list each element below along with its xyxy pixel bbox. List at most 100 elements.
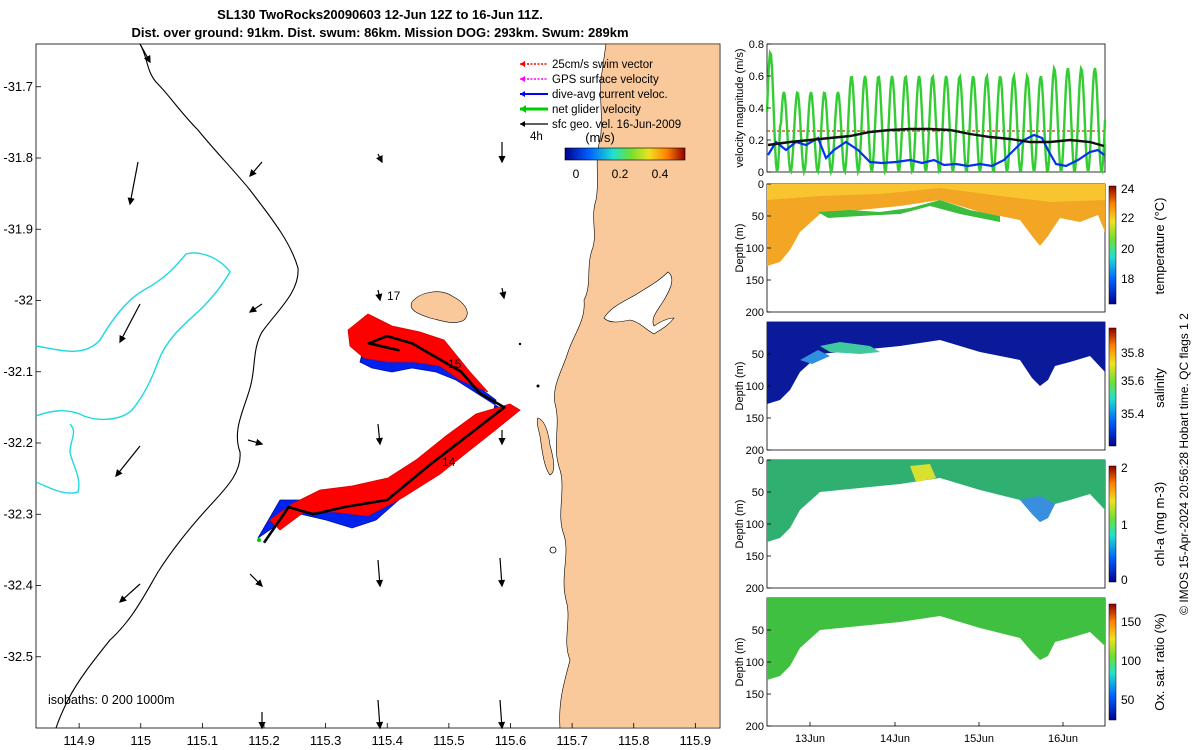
velocity-panel: 0 0.2 0.4 0.6 0.8 velocity magnitude (m/s) — [734, 39, 1107, 179]
map-x-tick-3: 115.2 — [248, 733, 280, 748]
map-y-ticks: -31.7 -31.8 -31.9 -32 -32.1 -32.2 -32.3 -32.4 -3… — [3, 79, 41, 664]
chla-y-tick-4: 200 — [746, 583, 764, 595]
velocity-y-tick-2: 0.4 — [749, 103, 764, 115]
temperature-y-tick-1: 50 — [752, 211, 764, 223]
oxygen-section — [767, 598, 1105, 680]
temperature-warm-band — [767, 184, 1105, 202]
sfc-arrow-9 — [115, 445, 141, 477]
oxygen-y-tick-2: 150 — [746, 689, 764, 701]
chla-blue-patch — [1020, 496, 1055, 522]
map-x-tick-9: 115.8 — [618, 733, 650, 748]
sal-cbar-35-4: 35.4 — [1121, 407, 1145, 421]
chla-y-tick-1: 50 — [752, 487, 764, 499]
sfc-arrow-5 — [119, 303, 141, 343]
chla-y-tick-0: 0 — [758, 455, 764, 467]
temperature-panel: 0 50 100 150 200 Depth (m) 18 20 22 24 tempe… — [734, 179, 1167, 319]
map-y-tick-3: -32 — [14, 293, 33, 308]
isobath-1000m-south — [36, 423, 80, 494]
sfc-velocity-arrows — [115, 43, 507, 730]
salinity-cbar-label: salinity — [1152, 368, 1167, 408]
colorbar-tick-2: 0.4 — [652, 167, 669, 181]
chla-y-ticks: 0 50 100 150 200 — [746, 455, 771, 595]
salinity-panel: 50 100 150 200 Depth (m) 35.4 35.6 35.8 sal… — [734, 321, 1167, 457]
sal-cbar-35-8: 35.8 — [1121, 346, 1145, 360]
velocity-y-ticks: 0 0.2 0.4 0.6 0.8 — [749, 39, 771, 179]
time-x-tick-3: 16Jun — [1048, 733, 1078, 745]
day-label-15: 15 — [448, 357, 462, 371]
map-y-tick-8: -32.5 — [3, 649, 33, 664]
legend-gps-velocity: GPS surface velocity — [552, 74, 659, 86]
oxygen-y-ticks: 50 100 150 200 — [746, 625, 771, 733]
ox-cbar-50: 50 — [1121, 693, 1135, 707]
salinity-y-tick-1: 100 — [746, 381, 764, 393]
chla-y-tick-2: 100 — [746, 519, 764, 531]
chla-y-tick-3: 150 — [746, 551, 764, 563]
map-y-tick-6: -32.3 — [3, 506, 33, 521]
temperature-y-tick-0: 0 — [758, 179, 764, 191]
net-glider-velocity-line — [765, 49, 1107, 177]
day-label-17: 17 — [387, 289, 401, 303]
island-rottnest — [410, 291, 468, 323]
map-y-tick-2: -31.9 — [3, 221, 33, 236]
chla-cbar-1: 1 — [1121, 518, 1128, 532]
map-x-tick-10: 115.9 — [680, 733, 712, 748]
map-y-tick-4: -32.1 — [3, 364, 33, 379]
dive-avg-current-line — [767, 133, 1105, 168]
temperature-y-tick-2: 100 — [746, 243, 764, 255]
isobaths-label: isobaths: 0 200 1000m — [48, 693, 174, 707]
map-y-tick-7: -32.4 — [3, 578, 33, 593]
time-x-tick-0: 13Jun — [795, 733, 825, 745]
time-x-tick-2: 15Jun — [964, 733, 994, 745]
legend-net-glider-velocity: net glider velocity — [552, 104, 641, 116]
ox-cbar-150: 150 — [1121, 615, 1141, 629]
map-x-tick-5: 115.4 — [371, 733, 403, 748]
salinity-green-patch — [820, 342, 880, 354]
colorbar-unit-label: (m/s) — [585, 130, 615, 145]
oxygen-panel: 50 100 150 200 Depth (m) 50 100 150 Ox. sat… — [734, 597, 1167, 733]
island-garden — [536, 417, 555, 476]
estuary — [603, 271, 675, 335]
time-x-tick-1: 14Jun — [880, 733, 910, 745]
temp-cbar-18: 18 — [1121, 272, 1135, 286]
swim-vector-band — [269, 403, 521, 531]
oxygen-ylabel: Depth (m) — [734, 638, 746, 687]
temperature-ylabel: Depth (m) — [734, 224, 746, 273]
temperature-section — [767, 184, 1105, 266]
day-label-14: 14 — [442, 455, 456, 469]
sal-cbar-35-6: 35.6 — [1121, 374, 1145, 388]
title-line-1: SL130 TwoRocks20090603 12-Jun 12Z to 16-… — [217, 7, 543, 22]
salinity-section — [767, 322, 1105, 404]
salinity-cyan-patch — [800, 350, 830, 364]
temp-cbar-24: 24 — [1121, 182, 1135, 196]
track-start-marker — [257, 538, 261, 542]
oxygen-y-tick-1: 100 — [746, 657, 764, 669]
legend-sfc-geo-velocity: sfc geo. vel. 16-Jun-2009 — [552, 119, 681, 131]
colorbar-tick-0: 0 — [573, 167, 580, 181]
map-x-ticks: 114.9 115 115.1 115.2 115.3 115.4 115.5 115.6 11… — [63, 723, 711, 748]
salinity-y-tick-3: 200 — [746, 445, 764, 457]
chla-yellow-patch — [910, 464, 936, 482]
glider-track-layer: 17 15 14 — [257, 289, 521, 544]
temperature-cbar-label: temperature (°C) — [1152, 198, 1167, 295]
velocity-y-tick-4: 0.8 — [749, 39, 764, 51]
map-x-tick-2: 115.1 — [187, 733, 219, 748]
map-y-tick-1: -31.8 — [3, 150, 33, 165]
footer-copyright: © IMOS 15-Apr-2024 20:56:28 Hobart time.… — [1177, 313, 1191, 615]
chla-section — [767, 460, 1105, 542]
map-x-tick-7: 115.6 — [495, 733, 527, 748]
map-x-tick-8: 115.7 — [556, 733, 588, 748]
salinity-y-ticks: 50 100 150 200 — [746, 349, 771, 457]
oxygen-y-tick-0: 50 — [752, 625, 764, 637]
chla-cbar-2: 2 — [1121, 461, 1128, 475]
sfc-velocity-line — [767, 127, 1105, 148]
isobath-200m — [55, 44, 299, 728]
time-x-ticks: 13Jun 14Jun 15Jun 16Jun — [795, 722, 1078, 745]
chla-panel: 0 50 100 150 200 Depth (m) 0 1 2 chl-a (mg m… — [734, 455, 1167, 595]
map-colorbar: (m/s) 0 0.2 0.4 — [564, 130, 686, 181]
map-legend: 25cm/s swim vector GPS surface velocity … — [520, 59, 681, 143]
velocity-y-tick-0: 0 — [758, 167, 764, 179]
map-x-tick-6: 115.5 — [433, 733, 465, 748]
isobath-1000m — [36, 252, 231, 421]
figure-title: SL130 TwoRocks20090603 12-Jun 12Z to 16-… — [20, 6, 740, 42]
